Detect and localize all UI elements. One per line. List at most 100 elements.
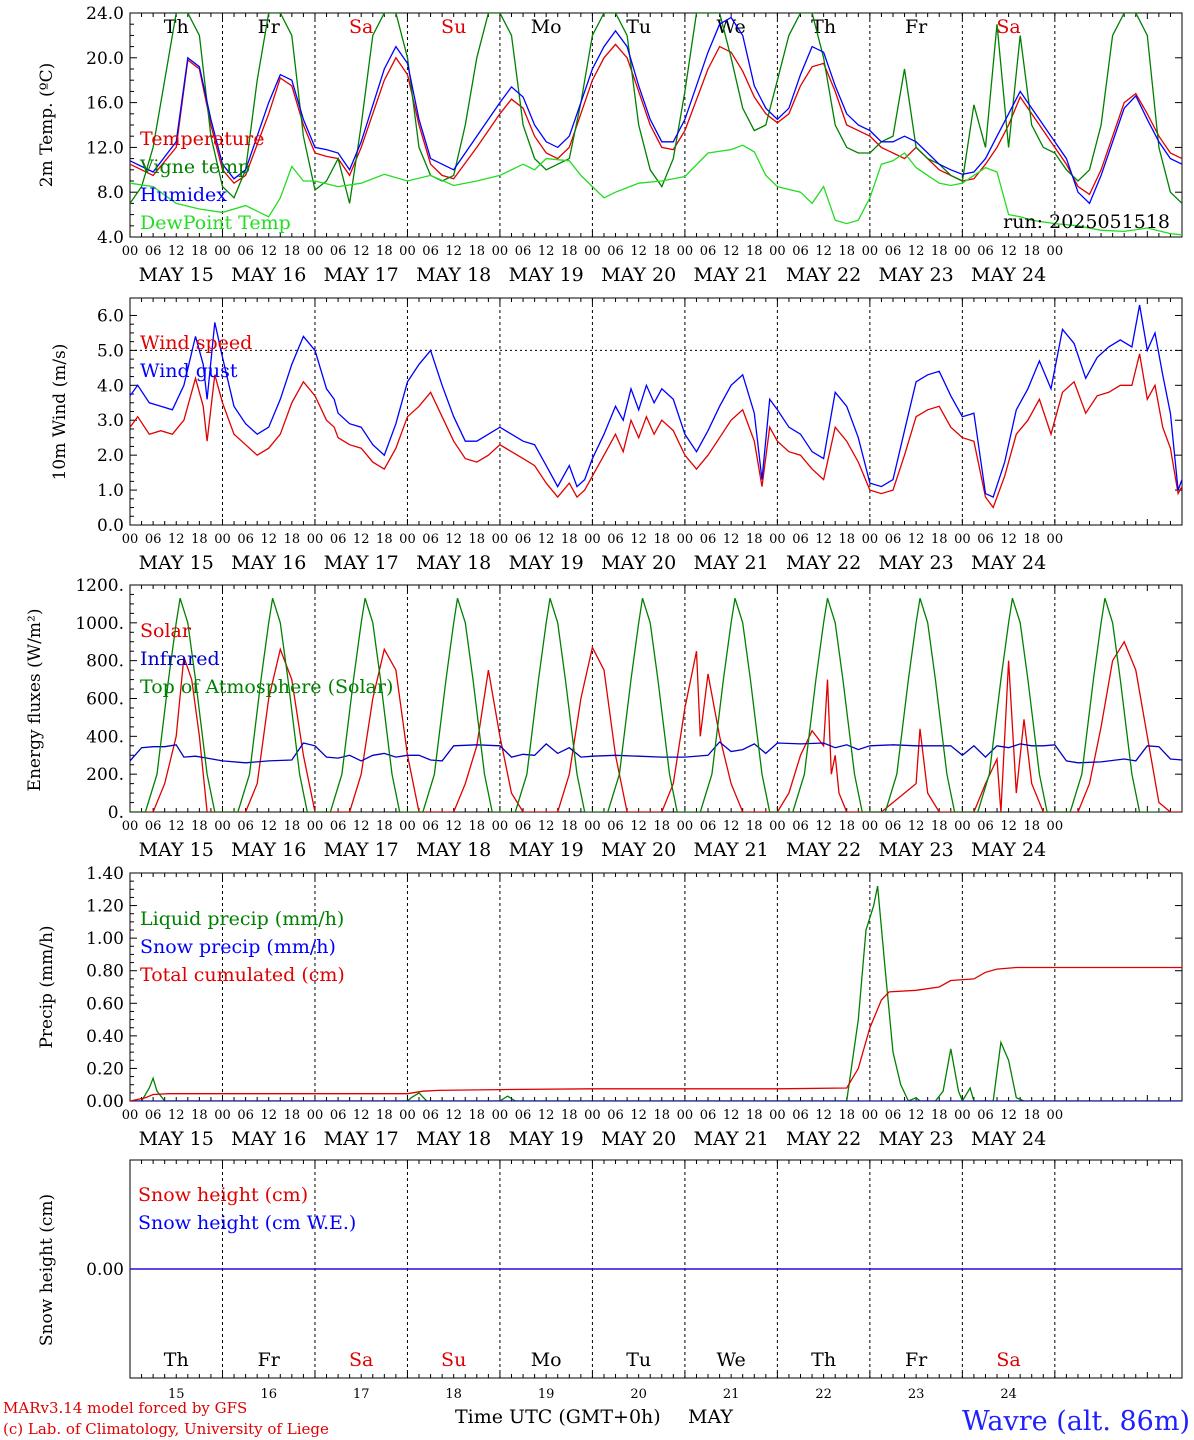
x-tick-label: 12	[353, 244, 370, 259]
y-tick-label: 1.0	[97, 481, 124, 501]
x-tick-label: 18	[1023, 819, 1040, 834]
x-tick-label: 00	[769, 819, 786, 834]
series-line-top-of-atmosphere-solar	[130, 598, 1163, 812]
x-tick-label: 18	[931, 244, 948, 259]
panel-snow: Th 15 Fr 16 Sa 17 Su 18 Mo 19 Tu 20 We 21 Th 22 Fr 23 Sa 24…	[37, 1159, 1183, 1402]
x-tick-label: 06	[422, 244, 439, 259]
panel-temperature-ylabel: 2m Temp. (ºC)	[37, 63, 57, 188]
x-tick-label: 18	[561, 819, 578, 834]
y-tick-label: 0.0	[97, 516, 124, 536]
x-tick-label: 00	[677, 1108, 694, 1123]
x-day-label: MAY 21	[694, 839, 769, 861]
y-tick-label: 1.20	[86, 897, 124, 917]
series-line-solar	[130, 640, 1182, 812]
x-tick-label: 00	[214, 819, 231, 834]
series-line-wind-gust	[130, 304, 1182, 498]
x-tick-label: 18	[284, 532, 301, 547]
x-tick-label: 00	[307, 244, 324, 259]
panel-snow-ylabel: Snow height (cm)	[37, 1194, 57, 1346]
x-tick-label: 12	[260, 244, 277, 259]
x-tick-label: 06	[330, 819, 347, 834]
x-tick-label: 12	[260, 532, 277, 547]
y-tick-label: 12.0	[86, 138, 124, 158]
y-tick-label: 200.	[86, 765, 124, 785]
x-tick-label: 00	[214, 532, 231, 547]
x-tick-label: 00	[954, 1108, 971, 1123]
x-tick-label: 00	[769, 532, 786, 547]
x-tick-label: 18	[561, 532, 578, 547]
x-tick-label: 06	[885, 532, 902, 547]
x-tick-label: 18	[654, 532, 671, 547]
x-day-label: MAY 18	[416, 264, 491, 286]
x-tick-label: 18	[284, 1108, 301, 1123]
x-tick-label: 00	[122, 819, 139, 834]
weekday-label: Tu	[626, 1349, 651, 1371]
x-tick-label: 00	[677, 244, 694, 259]
x-tick-label: 18	[191, 1108, 208, 1123]
x-day-label: MAY 22	[786, 264, 861, 286]
x-tick-label: 00	[122, 1108, 139, 1123]
x-tick-label: 18	[376, 244, 393, 259]
x-tick-label: 06	[885, 244, 902, 259]
x-tick-label: 06	[792, 1108, 809, 1123]
legend-entry: Wind speed	[140, 332, 252, 354]
x-tick-label: 12	[538, 819, 555, 834]
legend-entry: Infrared	[140, 648, 220, 670]
x-tick-label: 12	[723, 532, 740, 547]
x-tick-label: 06	[607, 244, 624, 259]
x-tick-label: 06	[145, 1108, 162, 1123]
panel-energy-ylabel: Energy fluxes (W/m²)	[25, 609, 45, 792]
weekday-label: Sa	[996, 16, 1020, 38]
x-tick-label: 12	[353, 819, 370, 834]
panel-wind-ylabel: 10m Wind (m/s)	[50, 344, 70, 481]
footer-model-credit: MARv3.14 model forced by GFS	[3, 1399, 247, 1417]
x-tick-label: 12	[723, 1108, 740, 1123]
x-tick-label: 00	[584, 532, 601, 547]
weekday-label: Fr	[905, 1349, 928, 1371]
x-tick-label: 18	[1023, 532, 1040, 547]
x-day-label: MAY 17	[324, 264, 399, 286]
x-tick-label: 12	[353, 532, 370, 547]
x-tick-label: 00	[1047, 819, 1064, 834]
series-line-dewpoint-temp	[130, 144, 1182, 236]
x-tick-label: 12	[630, 532, 647, 547]
x-day-label: MAY 23	[879, 839, 954, 861]
x-tick-label: 12	[168, 819, 185, 834]
x-tick-label: 06	[700, 244, 717, 259]
x-tick-label: 00	[769, 244, 786, 259]
y-tick-label: 5.0	[97, 341, 124, 361]
y-tick-label: 0.	[108, 803, 124, 823]
x-tick-label: 06	[422, 1108, 439, 1123]
x-tick-label: 00	[399, 532, 416, 547]
x-day-label: MAY 20	[601, 552, 676, 574]
x-tick-label: 18	[931, 532, 948, 547]
x-tick-label: 00	[307, 819, 324, 834]
x-tick-label: 00	[399, 819, 416, 834]
weekday-label: Sa	[349, 16, 373, 38]
day-number-label: 23	[908, 1387, 925, 1402]
weekday-label: Mo	[531, 1349, 562, 1371]
x-tick-label: 06	[977, 244, 994, 259]
x-tick-label: 12	[445, 819, 462, 834]
day-number-label: 17	[353, 1387, 370, 1402]
y-tick-label: 4.0	[97, 376, 124, 396]
x-day-label: MAY 15	[139, 1128, 214, 1150]
x-tick-label: 00	[399, 244, 416, 259]
x-tick-label: 00	[862, 244, 879, 259]
x-tick-label: 18	[838, 532, 855, 547]
x-tick-label: 12	[260, 1108, 277, 1123]
x-day-label: MAY 16	[231, 839, 306, 861]
x-day-label: MAY 18	[416, 1128, 491, 1150]
y-tick-label: 16.0	[86, 94, 124, 114]
x-day-label: MAY 24	[971, 839, 1046, 861]
x-tick-label: 06	[237, 1108, 254, 1123]
x-tick-label: 00	[584, 1108, 601, 1123]
y-tick-label: 0.00	[86, 1092, 124, 1112]
y-tick-label: 600.	[86, 690, 124, 710]
panel-temperature-frame	[129, 12, 1183, 238]
x-tick-label: 00	[307, 1108, 324, 1123]
x-tick-label: 06	[330, 532, 347, 547]
y-tick-label: 1000.	[75, 614, 124, 634]
x-tick-label: 18	[838, 1108, 855, 1123]
